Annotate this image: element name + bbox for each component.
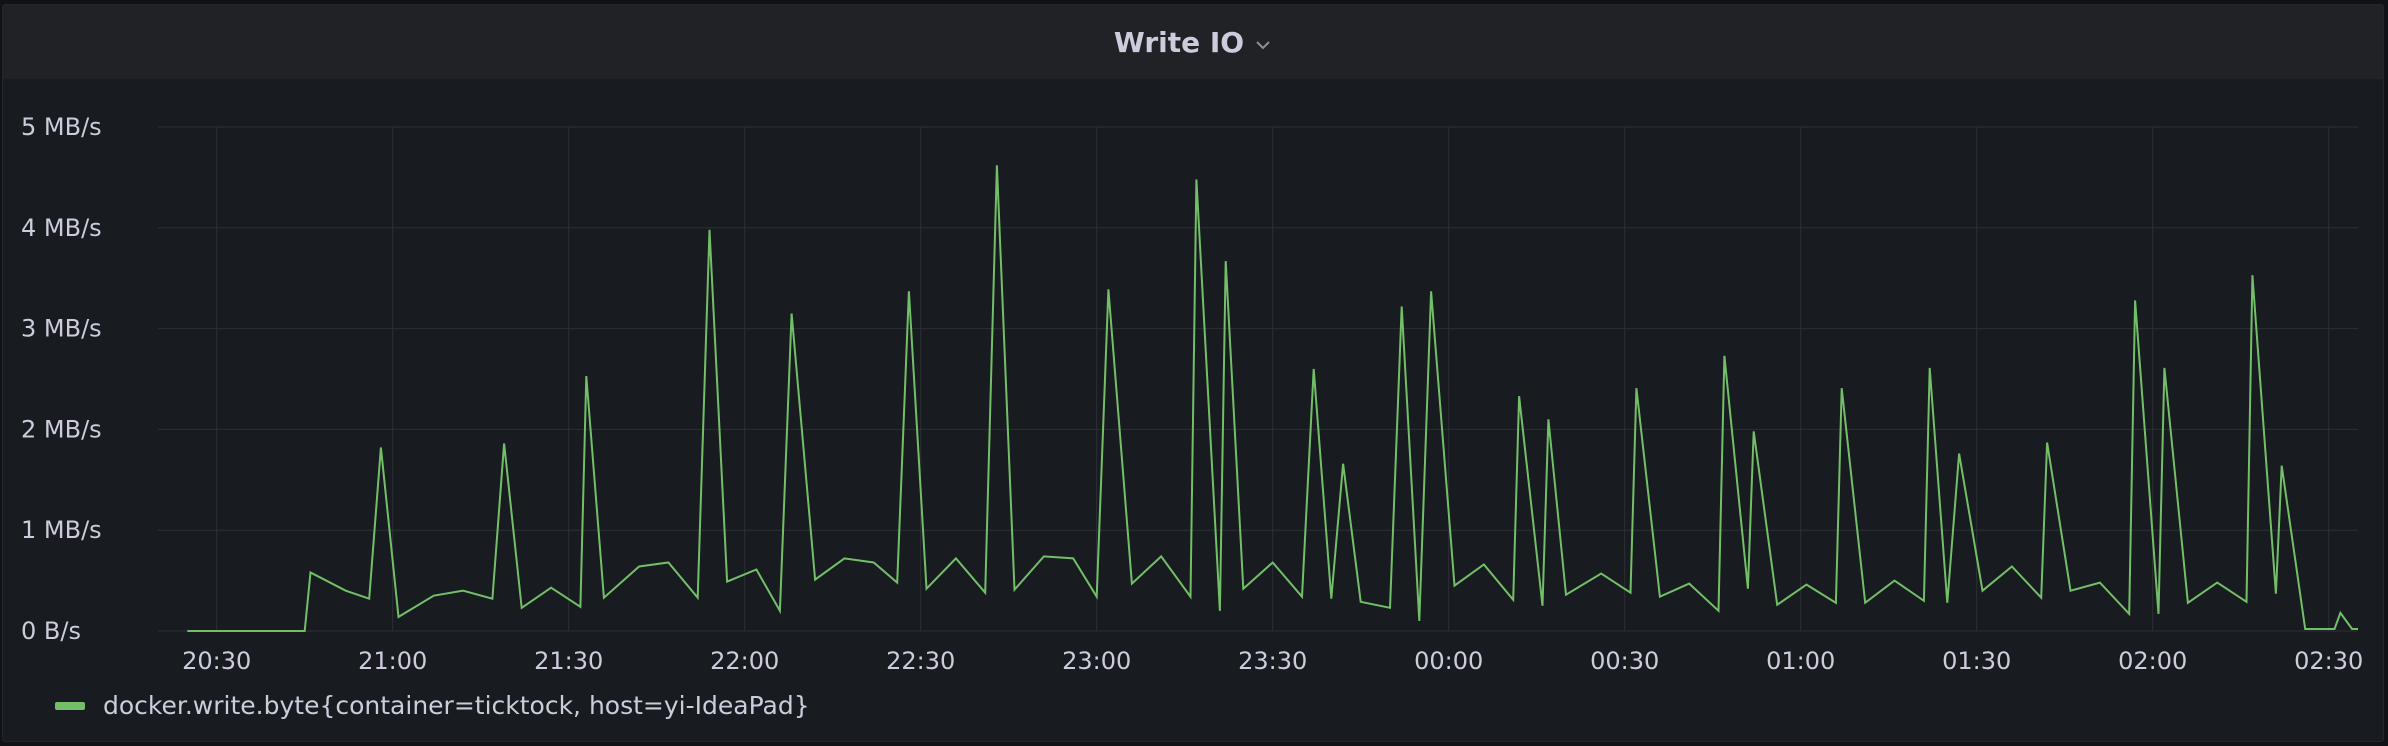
panel-title[interactable]: Write IO <box>1113 25 1245 59</box>
legend-swatch[interactable] <box>55 701 85 710</box>
x-tick-label: 01:30 <box>1942 647 2011 675</box>
x-tick-label: 02:00 <box>2118 647 2187 675</box>
x-tick-label: 01:00 <box>1766 647 1835 675</box>
panel-header[interactable]: Write IO <box>3 5 2383 79</box>
chevron-down-icon[interactable] <box>1254 36 1272 54</box>
x-tick-label: 00:00 <box>1414 647 1483 675</box>
x-tick-label: 22:30 <box>886 647 955 675</box>
y-tick-label: 0 B/s <box>21 617 81 645</box>
write-io-chart: 0 B/s 1 MB/s 2 MB/s 3 MB/s 4 MB/s 5 MB/s 20:30… <box>21 113 2363 675</box>
x-tick-label: 22:00 <box>710 647 779 675</box>
panel: Write IO 0 B/s 1 MB/s 2 MB/s 3 MB/s 4 MB/s 5 … <box>2 4 2384 742</box>
series-line <box>187 165 2358 632</box>
legend[interactable]: docker.write.byte{container=ticktock, ho… <box>55 691 810 720</box>
x-tick-label: 23:00 <box>1062 647 1131 675</box>
x-tick-label: 23:30 <box>1238 647 1307 675</box>
y-tick-label: 3 MB/s <box>21 315 102 343</box>
y-tick-label: 4 MB/s <box>21 214 102 242</box>
x-tick-label: 21:00 <box>358 647 427 675</box>
x-tick-label: 21:30 <box>534 647 603 675</box>
y-tick-label: 5 MB/s <box>21 113 102 141</box>
x-tick-label: 02:30 <box>2294 647 2363 675</box>
y-tick-label: 2 MB/s <box>21 415 102 443</box>
legend-series-label[interactable]: docker.write.byte{container=ticktock, ho… <box>103 691 810 720</box>
x-tick-label: 00:30 <box>1590 647 1659 675</box>
x-tick-label: 20:30 <box>182 647 251 675</box>
y-tick-label: 1 MB/s <box>21 516 102 544</box>
